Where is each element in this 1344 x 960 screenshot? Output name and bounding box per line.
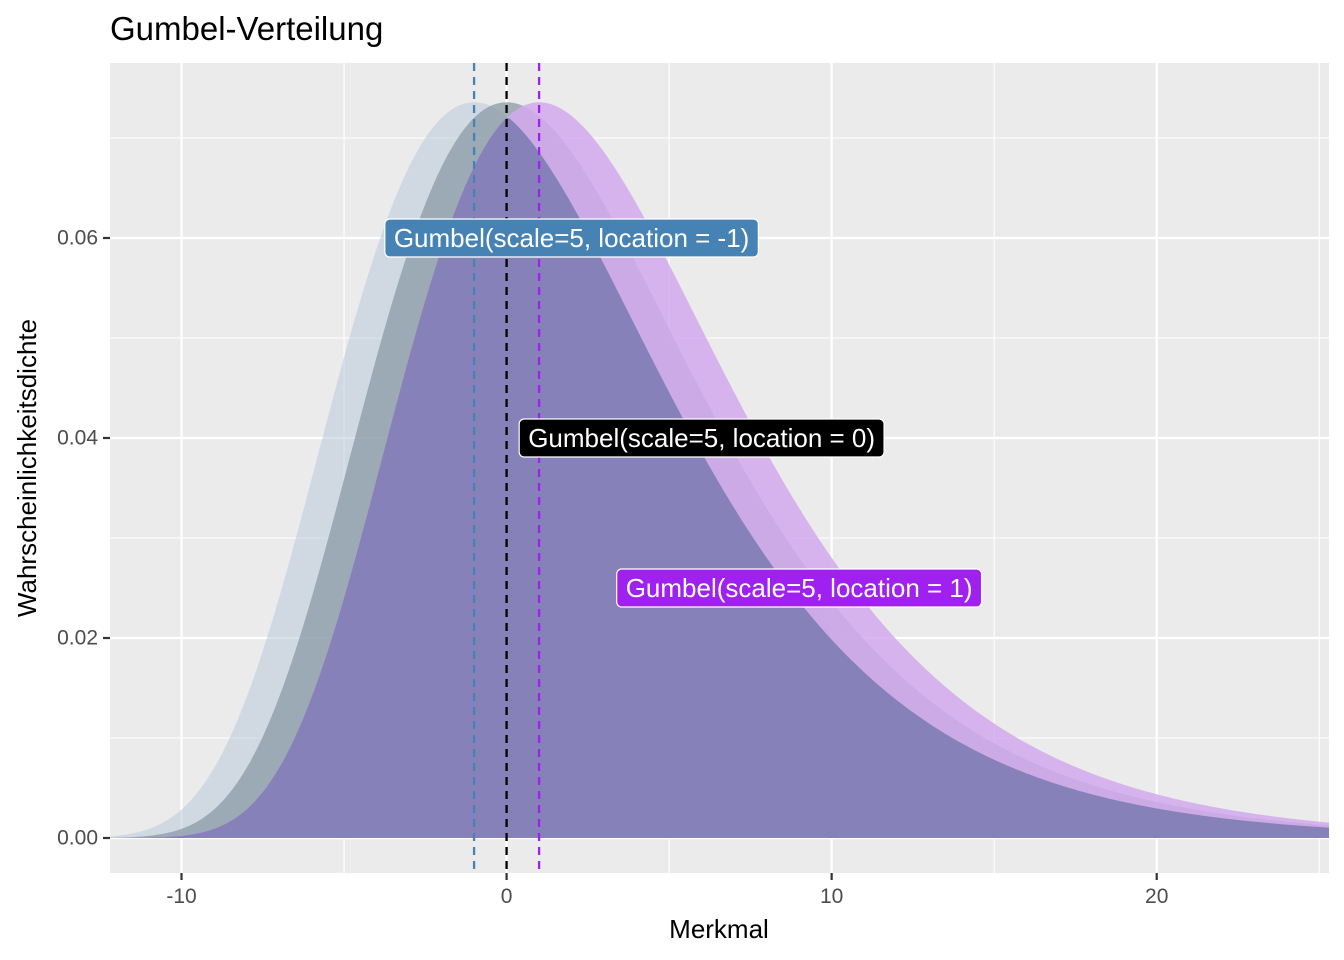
chart-title: Gumbel-Verteilung (110, 10, 383, 47)
series-label-box (384, 218, 759, 258)
density-areas (110, 102, 1329, 839)
series-label-box (616, 568, 983, 608)
y-tick-label: 0.00 (57, 827, 98, 850)
x-tick-label: 20 (1145, 885, 1168, 908)
x-tick-label: 0 (501, 885, 513, 908)
y-tick-label: 0.06 (57, 227, 98, 250)
series-label-text: Gumbel(scale=5, location = -1) (394, 223, 750, 253)
series-label-box (518, 418, 885, 458)
y-tick-label: 0.04 (57, 427, 98, 450)
series-label-1: Gumbel(scale=5, location = -1) (384, 218, 759, 258)
x-axis-title: Merkmal (669, 914, 769, 944)
plot-panel: Gumbel(scale=5, location = -1) Gumbel(sca… (110, 63, 1329, 873)
series-label-text: Gumbel(scale=5, location = 1) (626, 573, 973, 603)
x-axis: -10 0 10 20 (166, 873, 1168, 908)
x-tick-label: 10 (820, 885, 843, 908)
series-label-text: Gumbel(scale=5, location = 0) (528, 423, 875, 453)
y-axis-title: Wahrscheinlichkeitsdichte (12, 319, 42, 617)
series-label-3: Gumbel(scale=5, location = 1) (616, 568, 983, 608)
y-tick-label: 0.02 (57, 627, 98, 650)
density-area-overlap (110, 117, 1329, 838)
x-tick-label: -10 (166, 885, 196, 908)
series-label-2: Gumbel(scale=5, location = 0) (518, 418, 885, 458)
y-axis: 0.00 0.02 0.04 0.06 (57, 227, 110, 850)
